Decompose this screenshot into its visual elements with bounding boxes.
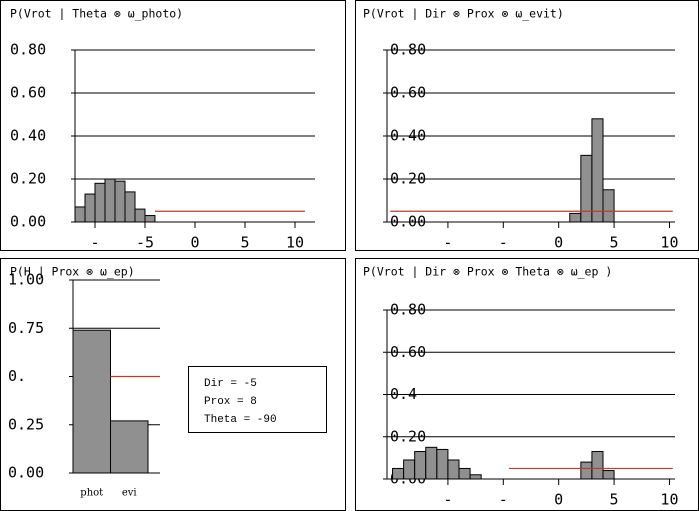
y-tick-label: 0.80 [10, 41, 46, 59]
x-tick-label: 0 [554, 491, 563, 509]
x-tick-label: -5 [136, 234, 154, 252]
x-tick-label: - [90, 234, 99, 252]
histogram-bar [144, 215, 156, 223]
x-tick-label: 0 [554, 234, 563, 252]
y-tick-label: 0.60 [10, 84, 46, 102]
histogram-bar [458, 467, 471, 480]
x-tick-label: - [499, 491, 508, 509]
panel-title: P(Vrot | Dir ⊗ Prox ⊗ Theta ⊗ ω_ep ) [363, 265, 612, 279]
histogram-bar [602, 189, 615, 223]
bar [72, 329, 111, 474]
y-tick-label: 0.00 [10, 213, 46, 231]
panel-title: P(H | Prox ⊗ ω_ep) [10, 265, 135, 279]
y-tick-label: 0.20 [10, 170, 46, 188]
histogram-bar [602, 470, 615, 480]
histogram-bar [74, 206, 86, 223]
info-text: Dir = -5 [204, 378, 257, 390]
panel-title: P(Vrot | Dir ⊗ Prox ⊗ ω_evit) [363, 7, 564, 21]
histogram-bar [403, 459, 416, 480]
x-tick-label: 10 [660, 234, 678, 252]
histogram-bar [134, 208, 146, 223]
x-tick-label: 5 [240, 234, 249, 252]
y-tick-label: 1.00 [8, 271, 44, 289]
histogram-bar [580, 461, 593, 480]
histogram-bar [425, 446, 438, 480]
x-tick-label: 10 [286, 234, 304, 252]
histogram-bar [84, 193, 96, 223]
x-category-label: phot [80, 488, 103, 499]
x-tick-label: 5 [610, 491, 619, 509]
histogram-bar [414, 451, 427, 480]
y-tick-label: 0.40 [10, 127, 46, 145]
panel-frame [0, 0, 346, 251]
x-tick-label: 10 [660, 491, 678, 509]
y-tick-label: 0.00 [8, 464, 44, 482]
x-tick-label: 5 [610, 234, 619, 252]
histogram-bar [124, 191, 136, 223]
bar [110, 420, 149, 474]
info-text: Prox = 8 [204, 396, 257, 408]
histogram-bar [392, 467, 405, 480]
info-box [188, 366, 327, 433]
x-tick-label: - [443, 234, 452, 252]
x-tick-label: - [443, 491, 452, 509]
histogram-bar [447, 459, 460, 480]
histogram-bar [469, 474, 482, 480]
x-category-label: evi [122, 488, 137, 499]
histogram-bar [94, 182, 106, 223]
histogram-bar [591, 451, 604, 480]
x-tick-label: 0 [190, 234, 199, 252]
panel-title: P(Vrot | Theta ⊗ ω_photo) [10, 7, 183, 21]
histogram-bar [104, 178, 116, 223]
y-tick-label: 0. [8, 367, 26, 385]
y-tick-label: 0.75 [8, 319, 44, 337]
histogram-bar [591, 118, 604, 223]
info-text: Theta = -90 [204, 414, 277, 426]
histogram-bar [114, 180, 126, 223]
histogram-bar [580, 154, 593, 223]
x-tick-label: - [499, 234, 508, 252]
histogram-bar [436, 448, 449, 480]
histogram-bar [569, 212, 582, 223]
y-tick-label: 0.25 [8, 415, 44, 433]
